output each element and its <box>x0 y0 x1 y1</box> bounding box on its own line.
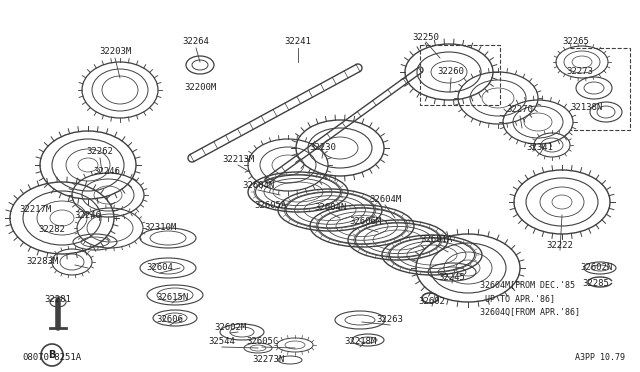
Text: 32250: 32250 <box>413 32 440 42</box>
Text: 32604N: 32604N <box>242 180 274 189</box>
Text: 32265: 32265 <box>563 38 589 46</box>
Text: 32282: 32282 <box>38 225 65 234</box>
Text: 32604Q[FROM APR.'86]: 32604Q[FROM APR.'86] <box>480 308 580 317</box>
Text: 32281: 32281 <box>45 295 72 305</box>
Text: B: B <box>48 350 56 360</box>
Text: 32262: 32262 <box>86 148 113 157</box>
Text: 32285: 32285 <box>582 279 609 288</box>
Text: 32602N: 32602N <box>580 263 612 273</box>
Text: 32341: 32341 <box>527 144 554 153</box>
Text: 32241: 32241 <box>285 38 312 46</box>
Text: 32604M[FROM DEC.'85: 32604M[FROM DEC.'85 <box>480 280 575 289</box>
Text: 32310M: 32310M <box>144 224 176 232</box>
Text: 32615N: 32615N <box>156 294 188 302</box>
Text: 32604: 32604 <box>147 263 173 273</box>
Text: 32218M: 32218M <box>344 337 376 346</box>
Text: 32230: 32230 <box>310 144 337 153</box>
Text: 32246: 32246 <box>93 167 120 176</box>
Text: A3PP 10.79: A3PP 10.79 <box>575 353 625 362</box>
Text: 32273: 32273 <box>566 67 593 77</box>
Text: 32273N: 32273N <box>252 356 284 365</box>
Text: 08070-8251A: 08070-8251A <box>22 353 81 362</box>
Text: 32606M: 32606M <box>349 218 381 227</box>
Text: 32602: 32602 <box>419 298 445 307</box>
Text: 32222: 32222 <box>547 241 573 250</box>
Text: 32245: 32245 <box>438 273 465 282</box>
Text: 32605C: 32605C <box>246 337 278 346</box>
Text: 32605A: 32605A <box>254 201 286 209</box>
Text: 32601A: 32601A <box>420 235 452 244</box>
Text: 32246: 32246 <box>75 211 101 219</box>
Text: 32283M: 32283M <box>26 257 58 266</box>
Text: 32602M: 32602M <box>214 324 246 333</box>
Text: 32264: 32264 <box>182 38 209 46</box>
Text: 32604M: 32604M <box>369 196 401 205</box>
Text: 32217M: 32217M <box>19 205 51 215</box>
Text: 32138N: 32138N <box>570 103 602 112</box>
Text: 32270: 32270 <box>507 106 533 115</box>
Text: 32606: 32606 <box>157 315 184 324</box>
Text: 32213M: 32213M <box>222 155 254 164</box>
Text: 32203M: 32203M <box>99 48 131 57</box>
Text: 32260: 32260 <box>438 67 465 77</box>
Text: 32544: 32544 <box>209 337 236 346</box>
Text: UP TO APR.'86]: UP TO APR.'86] <box>480 294 555 303</box>
Text: 32200M: 32200M <box>184 83 216 93</box>
Text: 32263: 32263 <box>376 315 403 324</box>
Text: 32604N: 32604N <box>314 203 346 212</box>
